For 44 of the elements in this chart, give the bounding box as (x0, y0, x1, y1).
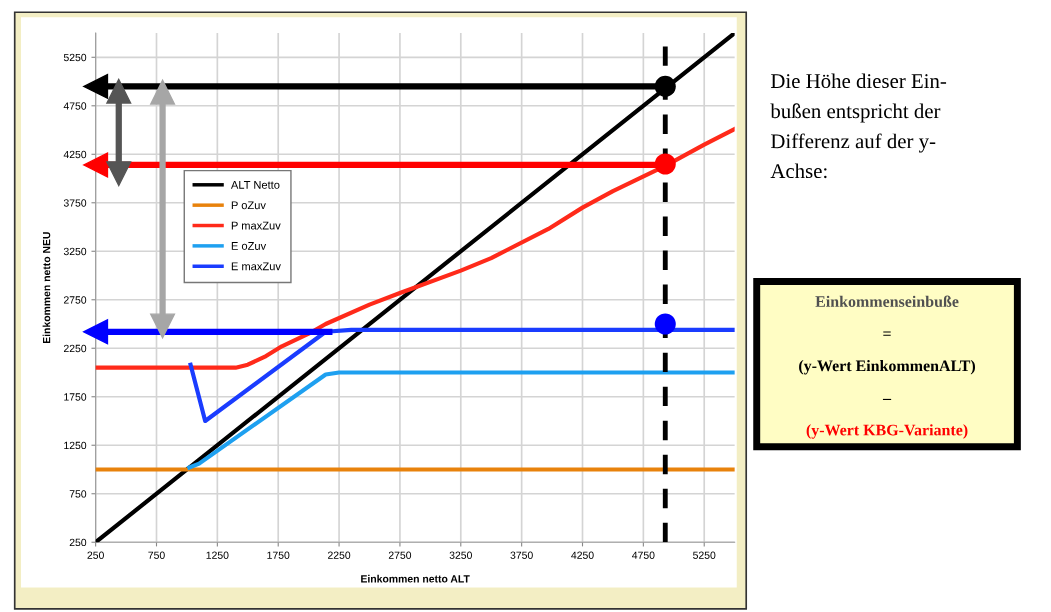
legend-label: E oZuv (231, 242, 267, 250)
point (83, 73, 109, 99)
text: – (882, 398, 892, 400)
y-tick-label: 4250 (63, 150, 87, 159)
legend-label: P maxZuv (231, 221, 281, 230)
x-tick-label: 1750 (267, 551, 290, 559)
point (150, 313, 176, 339)
y-tick-label: 2750 (63, 296, 87, 304)
line-series (187, 370, 735, 470)
x-tick-label: 4250 (571, 551, 594, 559)
y-tick-label: 2250 (63, 344, 87, 353)
x-tick-label: 250 (87, 551, 104, 559)
x-tick-label: 5250 (693, 551, 716, 559)
x-tick-label: 1250 (206, 551, 229, 559)
x-tick-label: 2250 (328, 551, 351, 559)
y-tick-label: 3750 (63, 199, 87, 207)
y-tick-label: 5250 (63, 53, 87, 62)
y-tick-label: 4750 (63, 102, 87, 110)
legend-label: E maxZuv (231, 262, 281, 271)
line-series (188, 327, 735, 424)
y-tick-label: 250 (69, 538, 87, 547)
y-tick-label: 1250 (64, 441, 87, 450)
text: (y-Wert KBG-Variante) (806, 424, 968, 439)
point (83, 319, 109, 345)
text: = (883, 331, 891, 336)
point (106, 78, 132, 104)
x-axis-title: Einkommen netto ALT (361, 574, 470, 583)
x-tick-label: 750 (148, 551, 165, 559)
y-tick-label: 1750 (64, 393, 87, 401)
point (106, 161, 132, 187)
x-tick-label: 3250 (449, 551, 472, 559)
text: Einkommenseinbuße (815, 295, 959, 307)
x-tick-label: 3750 (510, 551, 533, 559)
text: Die Höhe dieser Ein- bußen entspricht der Differenz auf der y- Achse: (770, 73, 947, 179)
legend-label: ALT Netto (230, 181, 280, 189)
line-series (95, 126, 735, 370)
point (150, 79, 176, 105)
x-tick-label: 4750 (632, 551, 655, 559)
y-tick-label: 750 (69, 490, 87, 498)
x-tick-label: 2750 (388, 551, 412, 559)
legend-label: P oZuv (231, 201, 266, 210)
y-tick-label: 3250 (63, 247, 87, 256)
y-axis-title: Einkommen netto NEU (42, 232, 51, 344)
text: (y-Wert EinkommenALT) (799, 359, 976, 375)
